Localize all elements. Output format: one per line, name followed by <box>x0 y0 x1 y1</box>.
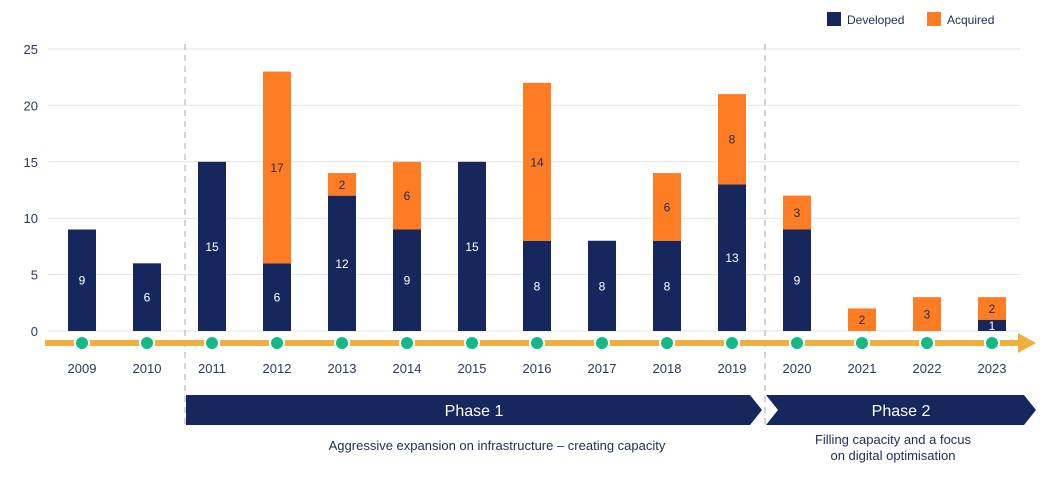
bar-developed-2011 <box>198 161 226 331</box>
bar-acquired-2020 <box>783 195 811 230</box>
bar-developed-2019 <box>718 184 746 331</box>
phase-label: Phase 1 <box>445 403 504 420</box>
y-tick-label: 15 <box>24 155 38 170</box>
phase-description: Filling capacity and a focus <box>815 432 972 447</box>
x-tick-label: 2013 <box>328 361 357 376</box>
data-label: 8 <box>664 279 671 293</box>
y-tick-label: 5 <box>31 268 38 283</box>
x-tick-label: 2012 <box>263 361 292 376</box>
timeline-marker-2020 <box>789 335 805 351</box>
data-label: 2 <box>859 313 866 327</box>
bar-developed-2012 <box>263 263 291 331</box>
phase-description: on digital optimisation <box>830 448 955 463</box>
timeline-marker-2016 <box>529 335 545 351</box>
data-label: 2 <box>989 302 996 316</box>
timeline-marker-2022 <box>919 335 935 351</box>
y-tick-label: 0 <box>31 324 38 339</box>
timeline-marker-2013 <box>334 335 350 351</box>
timeline-marker-2019 <box>724 335 740 351</box>
phase-banner-1 <box>186 395 762 425</box>
phase-label: Phase 2 <box>872 403 931 420</box>
timeline-marker-2023 <box>984 335 1000 351</box>
legend-label: Acquired <box>947 13 994 27</box>
x-tick-label: 2018 <box>653 361 682 376</box>
bar-acquired-2016 <box>523 82 551 241</box>
timeline-marker-2011 <box>204 335 220 351</box>
timeline-marker-2012 <box>269 335 285 351</box>
data-label: 9 <box>794 274 801 288</box>
x-tick-label: 2021 <box>848 361 877 376</box>
timeline-marker-2010 <box>139 335 155 351</box>
data-label: 2 <box>339 178 346 192</box>
data-label: 15 <box>465 240 479 254</box>
timeline-marker-2021 <box>854 335 870 351</box>
x-tick-label: 2009 <box>68 361 97 376</box>
data-label: 1 <box>989 319 996 333</box>
bar-developed-2010 <box>133 263 161 331</box>
timeline-arrowhead <box>1018 333 1036 353</box>
bar-acquired-2021 <box>848 308 876 331</box>
data-label: 8 <box>729 133 736 147</box>
x-tick-label: 2019 <box>718 361 747 376</box>
data-label: 6 <box>274 291 281 305</box>
data-label: 13 <box>725 251 739 265</box>
data-label: 3 <box>924 308 931 322</box>
bar-developed-2017 <box>588 240 616 331</box>
data-label: 3 <box>794 206 801 220</box>
x-tick-label: 2014 <box>393 361 422 376</box>
bar-developed-2015 <box>458 161 486 331</box>
x-tick-label: 2020 <box>783 361 812 376</box>
x-tick-label: 2022 <box>913 361 942 376</box>
bar-developed-2023 <box>978 319 1006 331</box>
timeline-marker-2009 <box>74 335 90 351</box>
legend-swatch-acquired <box>927 12 941 26</box>
bar-developed-2009 <box>68 229 96 331</box>
bar-acquired-2022 <box>913 297 941 331</box>
data-label: 12 <box>335 257 349 271</box>
x-tick-label: 2011 <box>198 361 226 376</box>
legend-swatch-developed <box>827 12 841 26</box>
x-tick-label: 2010 <box>133 361 162 376</box>
legend-label: Developed <box>847 13 904 27</box>
data-label: 6 <box>144 291 151 305</box>
x-tick-label: 2016 <box>523 361 552 376</box>
bar-acquired-2013 <box>328 173 356 196</box>
bar-developed-2013 <box>328 195 356 331</box>
data-label: 17 <box>270 161 284 175</box>
y-tick-label: 20 <box>24 98 38 113</box>
bar-acquired-2014 <box>393 161 421 230</box>
x-tick-label: 2015 <box>458 361 487 376</box>
data-label: 9 <box>404 274 411 288</box>
data-label: 8 <box>599 279 606 293</box>
timeline-marker-2017 <box>594 335 610 351</box>
bar-acquired-2023 <box>978 297 1006 320</box>
bar-developed-2016 <box>523 240 551 331</box>
phase-description: Aggressive expansion on infrastructure –… <box>329 438 666 453</box>
bar-developed-2018 <box>653 240 681 331</box>
data-label: 9 <box>79 274 86 288</box>
bar-acquired-2012 <box>263 71 291 264</box>
bar-developed-2014 <box>393 229 421 331</box>
data-label: 15 <box>205 240 219 254</box>
y-tick-label: 25 <box>24 42 38 57</box>
timeline-marker-2014 <box>399 335 415 351</box>
y-tick-label: 10 <box>24 211 38 226</box>
bar-acquired-2018 <box>653 173 681 241</box>
x-tick-label: 2023 <box>978 361 1007 376</box>
data-label: 6 <box>404 189 411 203</box>
bar-acquired-2019 <box>718 94 746 185</box>
timeline-marker-2015 <box>464 335 480 351</box>
bar-developed-2020 <box>783 229 811 331</box>
data-label: 14 <box>530 155 544 169</box>
phase-banner-2 <box>766 395 1036 425</box>
data-label: 8 <box>534 279 541 293</box>
timeline-marker-2018 <box>659 335 675 351</box>
x-tick-label: 2017 <box>588 361 617 376</box>
data-label: 6 <box>664 200 671 214</box>
